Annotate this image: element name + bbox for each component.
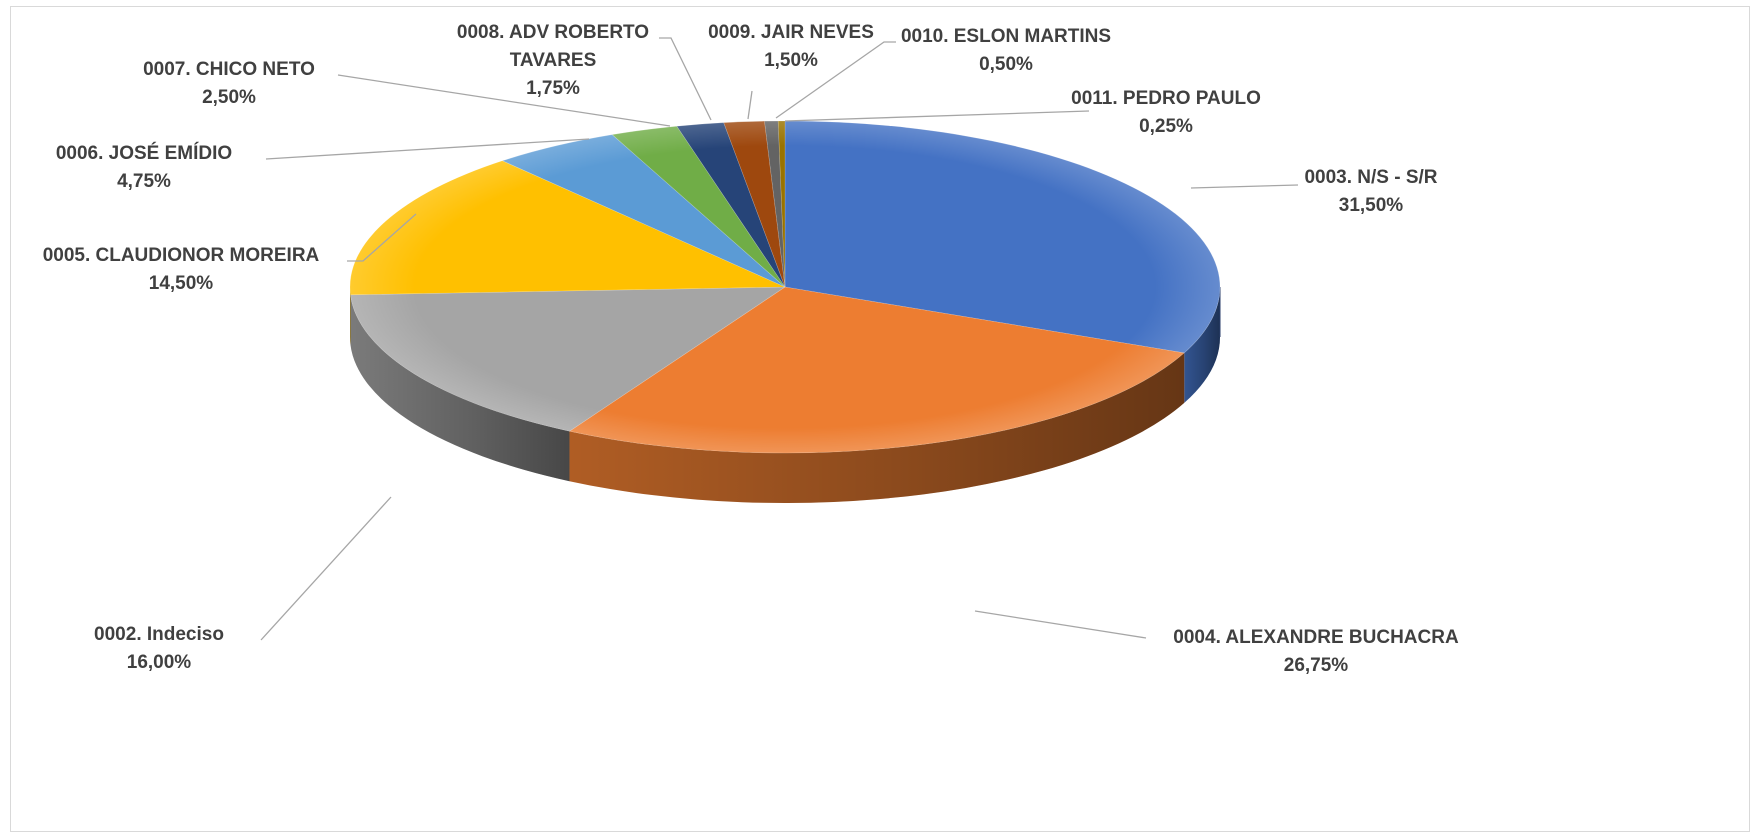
data-label-name: 0010. ESLON MARTINS xyxy=(901,26,1111,47)
data-label-name: 0011. PEDRO PAULO xyxy=(1071,88,1261,109)
pie-chart: 0003. N/S - S/R 31,50% 0004. ALEXANDRE BUC… xyxy=(43,22,1459,676)
data-label-name: 0009. JAIR NEVES xyxy=(708,22,874,43)
leader-line-0009-jair-neves xyxy=(747,90,753,120)
data-label-value: 1,50% xyxy=(764,50,818,71)
leader-line-0006-jose-emidio xyxy=(265,138,590,160)
data-label-value: 0,50% xyxy=(979,54,1033,75)
pie-top-highlight xyxy=(350,121,1220,453)
data-label-value: 31,50% xyxy=(1339,195,1404,216)
pie-sides xyxy=(350,287,1221,503)
data-labels: 0003. N/S - S/R 31,50% 0004. ALEXANDRE BUC… xyxy=(43,22,1459,676)
chart-area: 0003. N/S - S/R 31,50% 0004. ALEXANDRE BUC… xyxy=(10,6,1750,832)
data-label-value: 1,75% xyxy=(526,78,580,99)
pie-tops xyxy=(349,120,1221,454)
data-label-name: 0006. JOSÉ EMÍDIO xyxy=(56,142,232,164)
pie-side-shade xyxy=(569,352,1185,503)
data-label-0011-pedro-paulo: 0011. PEDRO PAULO 0,25% xyxy=(1071,88,1261,137)
data-label-name: 0008. ADV ROBERTO xyxy=(457,22,649,43)
leader-line-0010-eslon-martins xyxy=(775,41,896,119)
data-label-0006-jose-emidio: 0006. JOSÉ EMÍDIO 4,75% xyxy=(56,142,232,192)
data-label-name: 0005. CLAUDIONOR MOREIRA xyxy=(43,245,320,266)
data-label-name: TAVARES xyxy=(510,50,597,71)
data-label-name: 0004. ALEXANDRE BUCHACRA xyxy=(1173,627,1459,648)
data-label-0004-alexandre-buchacra: 0004. ALEXANDRE BUCHACRA 26,75% xyxy=(1173,627,1459,676)
data-label-value: 16,00% xyxy=(127,652,192,673)
data-label-0009-jair-neves: 0009. JAIR NEVES 1,50% xyxy=(708,22,874,71)
data-label-0007-chico-neto: 0007. CHICO NETO 2,50% xyxy=(143,59,315,108)
data-label-name: 0003. N/S - S/R xyxy=(1304,167,1437,188)
pie-side-shade xyxy=(350,294,570,482)
pie-side-shade xyxy=(1184,287,1220,403)
leader-line-0011-pedro-paulo xyxy=(784,110,1090,122)
leader-line-0005-claudionor-moreira xyxy=(347,213,417,262)
data-label-value: 0,25% xyxy=(1139,116,1193,137)
data-label-0008-adv-roberto-tavares: 0008. ADV ROBERTO TAVARES 1,75% xyxy=(457,22,649,99)
data-label-name: 0007. CHICO NETO xyxy=(143,59,315,80)
leader-line-0004-alexandre-buchacra xyxy=(974,610,1147,639)
leader-line-0007-chico-neto xyxy=(337,74,671,127)
leader-line-0003-n-s-s-r xyxy=(1190,184,1299,189)
data-label-value: 26,75% xyxy=(1284,655,1349,676)
leader-line-0002-indeciso xyxy=(260,496,392,641)
data-label-0002-indeciso: 0002. Indeciso 16,00% xyxy=(94,624,224,673)
leader-line-0008-adv-roberto-tavares xyxy=(659,37,712,121)
data-label-value: 4,75% xyxy=(117,171,171,192)
data-label-0005-claudionor-moreira: 0005. CLAUDIONOR MOREIRA 14,50% xyxy=(43,245,320,294)
data-label-value: 14,50% xyxy=(149,273,214,294)
data-label-value: 2,50% xyxy=(202,87,256,108)
data-label-name: 0002. Indeciso xyxy=(94,624,224,645)
data-label-0010-eslon-martins: 0010. ESLON MARTINS 0,50% xyxy=(901,26,1111,75)
leader-lines xyxy=(260,37,1299,641)
data-label-0003-n-s-s-r: 0003. N/S - S/R 31,50% xyxy=(1304,167,1437,216)
